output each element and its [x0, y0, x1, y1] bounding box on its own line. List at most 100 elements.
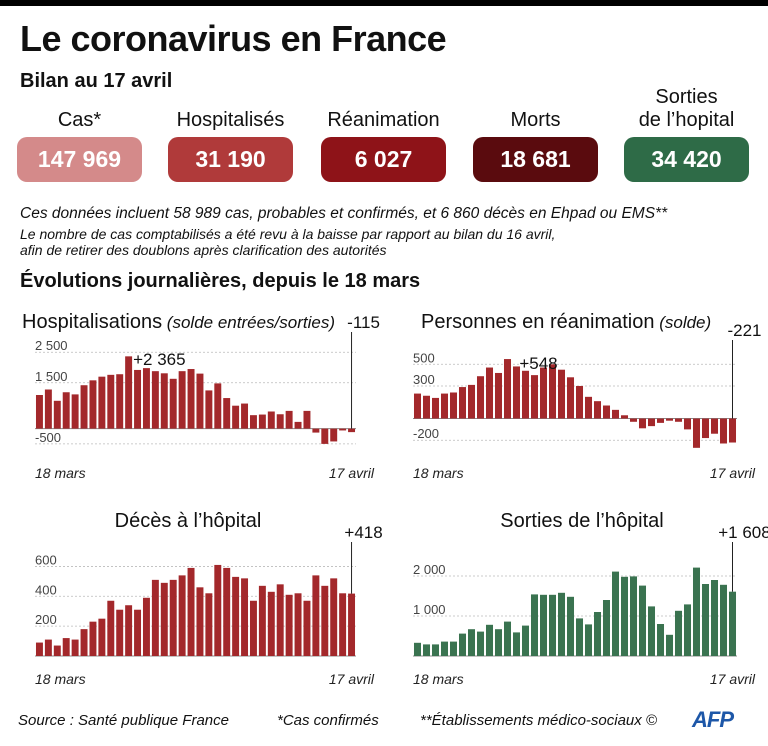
chart-bar — [521, 625, 530, 656]
chart-bar — [160, 373, 168, 429]
chart-bar — [339, 428, 347, 431]
chart-bar — [134, 609, 142, 656]
chart-bar — [593, 401, 602, 419]
footer-source: Source : Santé publique France — [18, 712, 229, 729]
chart-bar — [503, 621, 512, 656]
chart-bar — [116, 374, 124, 429]
chart-bar — [539, 367, 548, 419]
chart-bar — [422, 644, 431, 656]
chart-bar — [339, 593, 347, 656]
chart-bar — [142, 368, 150, 429]
chart-bar — [151, 579, 159, 656]
chart-bar — [303, 600, 311, 656]
chart-bar — [710, 418, 719, 434]
annotation-label: -115 — [347, 313, 380, 332]
chart-bar — [665, 418, 674, 421]
chart-bar — [71, 639, 79, 656]
chart-bar — [413, 642, 422, 656]
chart-bar — [485, 624, 494, 656]
chart-bar — [548, 594, 557, 656]
chart-bar — [35, 642, 43, 656]
y-tick-label: -200 — [413, 426, 439, 441]
chart-bar — [196, 587, 204, 656]
chart-bar — [458, 387, 467, 419]
chart-title-note: (solde) — [654, 313, 711, 332]
annotation-label: +418 — [344, 523, 382, 542]
chart-bar — [440, 641, 449, 656]
page-subtitle: Bilan au 17 avril — [20, 70, 173, 92]
chart-bar — [258, 414, 266, 429]
chart-bar — [44, 639, 52, 656]
chart-bar — [214, 564, 222, 656]
chart-bar — [160, 582, 168, 656]
chart-bar — [312, 575, 320, 656]
chart-bar — [719, 584, 728, 656]
chart-bar — [575, 618, 584, 656]
stat-reanimation: Réanimation 6 027 — [321, 84, 446, 182]
chart-bar — [431, 397, 440, 419]
chart-bar — [187, 567, 195, 656]
y-tick-label: 200 — [35, 612, 57, 627]
chart-bar — [620, 576, 629, 656]
chart-bar — [413, 393, 422, 419]
chart-bar — [566, 377, 575, 419]
chart-bar — [503, 359, 512, 419]
chart-bar — [62, 638, 70, 656]
x-start-label: 18 mars — [35, 671, 86, 687]
chart-bar — [557, 369, 566, 419]
stat-cas: Cas* 147 969 — [17, 84, 142, 182]
chart-bar — [98, 376, 106, 429]
y-tick-label: 600 — [35, 552, 57, 567]
chart-bar — [232, 576, 240, 656]
chart-bar — [294, 593, 302, 656]
chart-bar — [267, 411, 275, 429]
y-tick-label: 2 500 — [35, 338, 68, 353]
x-start-label: 18 mars — [413, 671, 464, 687]
note-revision-line2: afin de retirer des doublons après clari… — [20, 242, 387, 258]
chart-bar — [80, 385, 88, 429]
y-tick-label: 2 000 — [413, 562, 446, 577]
chart-bar — [187, 369, 195, 429]
x-end-label: 17 avril — [329, 671, 375, 687]
stat-sorties: Sorties de l’hopital 34 420 — [624, 84, 749, 182]
chart-bar — [294, 421, 302, 429]
chart-bar — [125, 356, 133, 429]
chart-bar — [629, 418, 638, 422]
chart-title: Personnes en réanimation (solde) — [421, 311, 711, 333]
x-end-label: 17 avril — [329, 465, 375, 481]
chart-bar — [692, 418, 701, 448]
chart-bar — [214, 383, 222, 429]
chart-bar — [494, 629, 503, 656]
chart-bar — [710, 580, 719, 656]
chart-bar — [205, 593, 213, 656]
chart-bar — [683, 604, 692, 656]
annotation-label: -221 — [727, 321, 761, 340]
chart-bar — [53, 400, 61, 429]
chart-bar — [330, 578, 338, 656]
chart-bar — [674, 610, 683, 656]
chart-title: Décès à l’hôpital — [115, 510, 262, 532]
chart-bar — [285, 410, 293, 429]
x-start-label: 18 mars — [35, 465, 86, 481]
top-rule — [0, 0, 768, 6]
chart-bar — [232, 405, 240, 429]
chart-bar — [142, 597, 150, 656]
stat-value-box: 31 190 — [168, 137, 293, 182]
x-end-label: 17 avril — [710, 671, 756, 687]
chart-bar — [276, 584, 284, 656]
chart-bar — [611, 409, 620, 419]
chart-bar — [258, 585, 266, 656]
chart-bar — [530, 594, 539, 656]
chart-title: Sorties de l’hôpital — [500, 510, 663, 532]
chart-bar — [321, 585, 329, 656]
chart-bar — [178, 371, 186, 429]
chart-bar — [467, 384, 476, 419]
charts-area: Hospitalisations (solde entrées/sorties)… — [22, 311, 768, 687]
chart-bar — [98, 618, 106, 656]
chart-bar — [449, 641, 458, 656]
chart-bar — [476, 631, 485, 656]
chart-bar — [348, 593, 356, 656]
chart-bar — [647, 418, 656, 427]
chart-bar — [584, 624, 593, 656]
chart-bar — [249, 415, 257, 429]
